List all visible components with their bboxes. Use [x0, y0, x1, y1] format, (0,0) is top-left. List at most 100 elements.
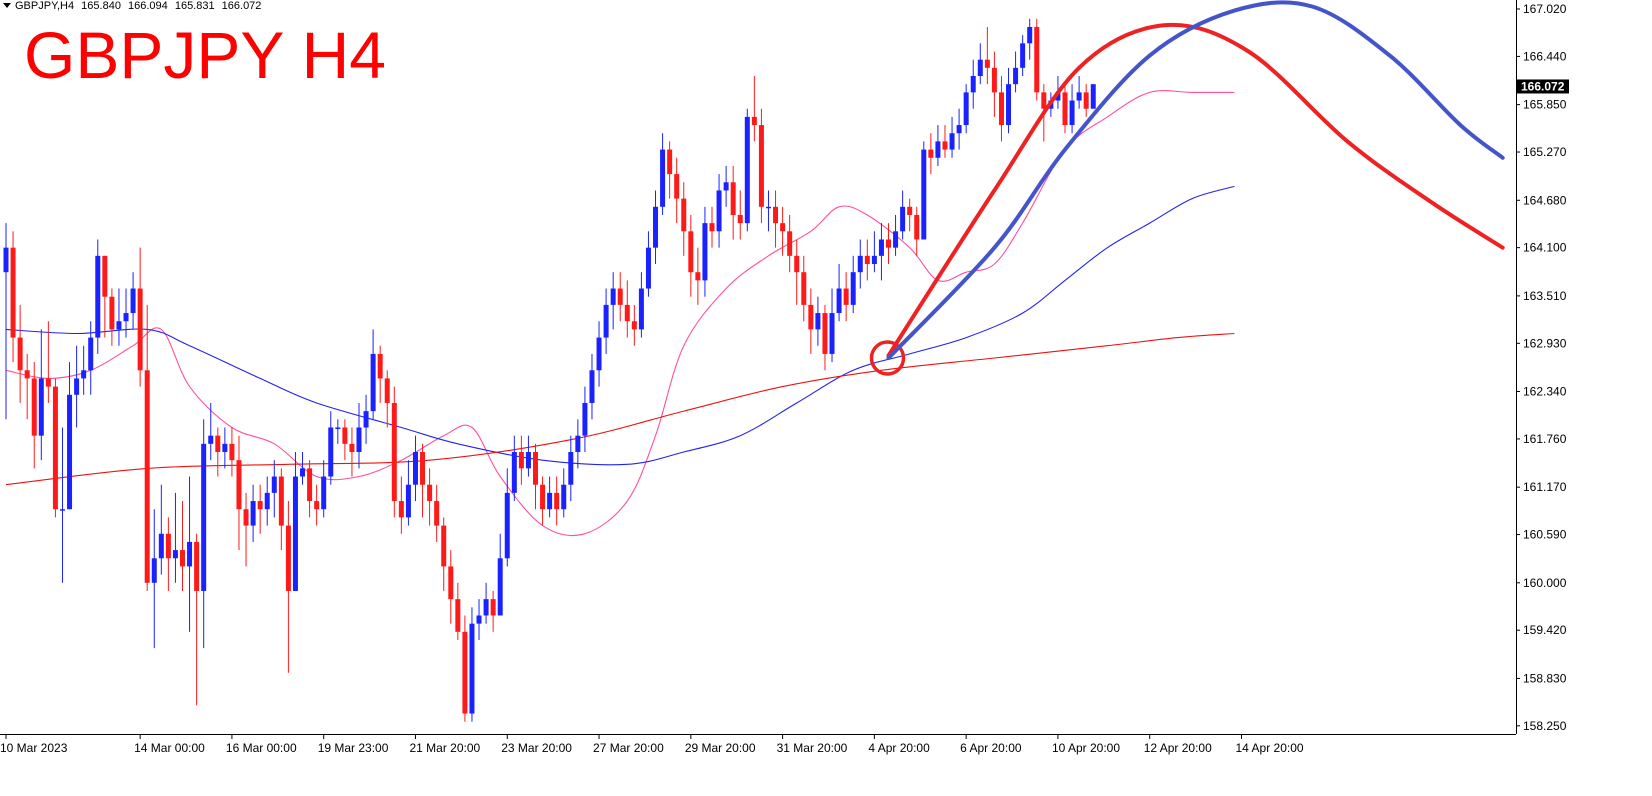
moving-average-line-2 — [5, 185, 1235, 466]
candle-body — [412, 452, 418, 485]
candle — [1027, 18, 1033, 60]
candle-body — [328, 427, 334, 477]
candle-body — [1069, 100, 1075, 126]
candle-body — [808, 304, 814, 330]
forecast-arc-blue — [886, 0, 1505, 360]
candle — [963, 84, 969, 134]
candle-body — [377, 353, 383, 379]
time-tick-label: 19 Mar 23:00 — [318, 741, 389, 755]
candle-body — [822, 313, 828, 354]
candle-body — [180, 550, 185, 567]
candle — [250, 484, 256, 542]
candle — [349, 427, 355, 477]
candle — [653, 190, 659, 265]
candle-body — [660, 149, 666, 207]
price-tick-label: 166.440 — [1523, 49, 1567, 63]
candle — [709, 206, 715, 248]
candle — [871, 231, 877, 273]
candle-body — [1013, 67, 1019, 85]
candle-body — [589, 370, 595, 403]
price-tick-label: 167.020 — [1523, 2, 1567, 16]
time-tick-label: 14 Apr 20:00 — [1236, 741, 1304, 755]
candle-body — [653, 206, 659, 248]
candle — [130, 272, 136, 330]
candle — [24, 353, 30, 420]
open-value: 165.840 — [81, 0, 121, 12]
candle — [533, 443, 538, 510]
candle-body — [540, 484, 546, 510]
candle — [702, 206, 708, 297]
candle-body — [448, 566, 454, 600]
candle — [970, 59, 976, 109]
candle-body — [977, 59, 983, 77]
dropdown-triangle-icon[interactable] — [3, 3, 11, 9]
candle — [342, 419, 348, 461]
candle-body — [935, 141, 941, 158]
candle-body — [31, 378, 37, 436]
candle-body — [165, 533, 171, 559]
candle — [921, 141, 927, 240]
candle-body — [158, 533, 164, 559]
candle — [88, 321, 94, 395]
candle-body — [695, 272, 701, 281]
candle-body — [801, 272, 807, 305]
candle-body — [829, 313, 835, 354]
candle-body — [638, 288, 644, 330]
candle — [645, 231, 651, 297]
candle-body — [518, 452, 524, 469]
candle — [914, 206, 920, 256]
candle — [808, 288, 814, 354]
candle — [765, 190, 771, 232]
candle — [829, 288, 835, 363]
candle — [991, 51, 997, 117]
candle — [405, 460, 411, 526]
candle-body — [582, 402, 588, 436]
price-tick-label: 162.340 — [1523, 385, 1567, 399]
candle-body — [511, 452, 517, 493]
time-tick-label: 23 Mar 20:00 — [501, 741, 572, 755]
candle-body — [427, 484, 433, 502]
price-tick-label: 158.250 — [1523, 719, 1567, 733]
candle-body — [236, 460, 242, 510]
candle-body — [116, 321, 122, 330]
candle-body — [568, 452, 574, 485]
candle-body — [758, 125, 764, 207]
candle-body — [321, 476, 327, 510]
candle — [412, 435, 418, 502]
candle-body — [956, 125, 962, 134]
time-tick-label: 10 Mar 2023 — [0, 741, 68, 755]
candle — [1090, 84, 1096, 109]
candle — [335, 419, 341, 444]
candle-body — [907, 206, 913, 215]
candle-body — [709, 223, 715, 232]
candle — [780, 206, 786, 256]
candle-body — [1041, 92, 1047, 109]
candle-body — [547, 492, 553, 510]
candle-body — [490, 599, 496, 616]
candle-body — [292, 476, 298, 591]
candle-body — [575, 435, 581, 453]
candle-body — [702, 223, 708, 281]
candle — [561, 468, 567, 518]
candle-body — [900, 206, 906, 232]
candle — [660, 133, 666, 215]
candle-body — [243, 509, 249, 526]
candle-body — [617, 288, 623, 305]
candle — [356, 402, 362, 469]
candle — [504, 468, 510, 567]
candle-body — [300, 468, 306, 477]
candle — [681, 182, 687, 256]
candle-body — [688, 231, 694, 273]
candle-body — [349, 443, 355, 453]
candle — [59, 427, 65, 583]
candle-body — [596, 337, 602, 371]
candle — [1020, 35, 1026, 77]
candle-body — [751, 116, 757, 126]
candle — [843, 272, 849, 322]
price-tick-label: 163.510 — [1523, 289, 1567, 303]
candle — [1062, 84, 1068, 134]
candle-body — [335, 427, 341, 429]
candle-body — [363, 411, 369, 428]
candle-body — [1027, 26, 1033, 44]
candle-body — [886, 239, 891, 248]
